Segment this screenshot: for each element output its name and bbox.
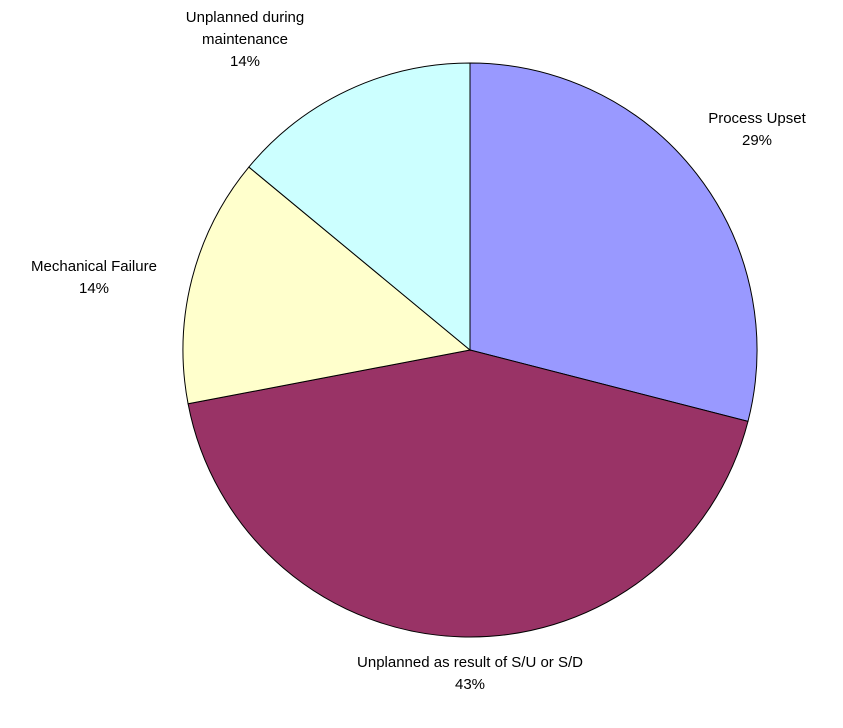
slice-label: Process Upset 29% [687,108,827,152]
category-label: Process Upset [708,110,806,127]
value-label: 43% [454,676,486,693]
pie-slice [248,62,471,352]
slice-label: Mechanical Failure 14% [9,256,179,300]
pie-slice [182,166,472,405]
slice-label: Unplanned as result of S/U or S/D 43% [355,652,585,696]
value-label: 14% [78,280,110,297]
pie-slice [469,62,758,422]
category-label: Mechanical Failure [31,258,157,275]
slice-label: Unplanned during maintenance 14% [170,7,320,73]
value-label: 29% [741,132,773,149]
value-label: 14% [229,53,261,70]
category-label: Unplanned as result of S/U or S/D [357,654,583,671]
pie-slice [187,349,749,638]
category-label: Unplanned during maintenance [185,9,305,48]
